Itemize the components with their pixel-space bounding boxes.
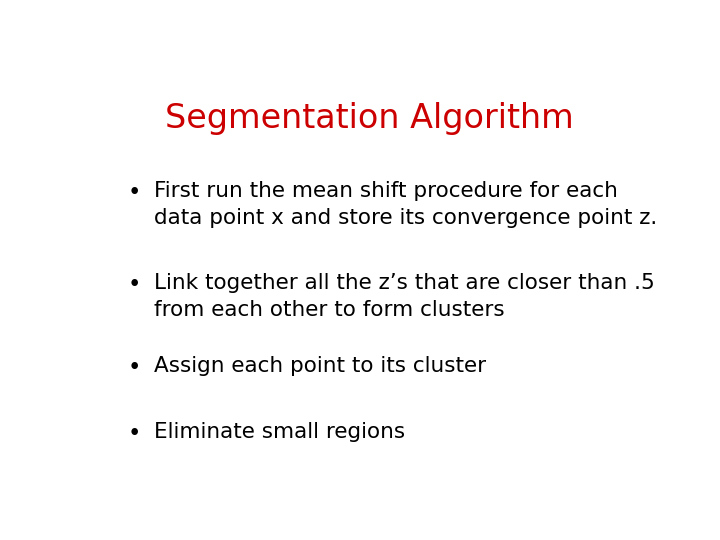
Text: •: • [128, 181, 141, 204]
Text: •: • [128, 356, 141, 379]
Text: Link together all the z’s that are closer than .5
from each other to form cluste: Link together all the z’s that are close… [154, 273, 655, 320]
Text: •: • [128, 273, 141, 296]
Text: First run the mean shift procedure for each
data point x and store its convergen: First run the mean shift procedure for e… [154, 181, 657, 228]
Text: Assign each point to its cluster: Assign each point to its cluster [154, 356, 486, 376]
Text: •: • [128, 422, 141, 446]
Text: Eliminate small regions: Eliminate small regions [154, 422, 405, 442]
Text: Segmentation Algorithm: Segmentation Algorithm [165, 102, 573, 135]
